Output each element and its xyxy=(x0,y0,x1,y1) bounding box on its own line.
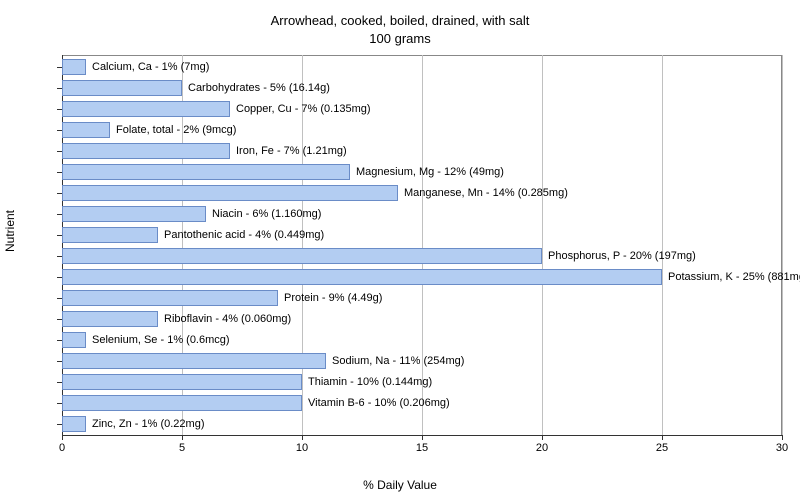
bar-label: Calcium, Ca - 1% (7mg) xyxy=(86,59,209,75)
bar xyxy=(62,80,182,96)
bar xyxy=(62,101,230,117)
grid-line xyxy=(542,55,543,435)
chart-title-area: Arrowhead, cooked, boiled, drained, with… xyxy=(0,0,800,48)
bar xyxy=(62,164,350,180)
chart-title-line2: 100 grams xyxy=(0,30,800,48)
bar-label: Niacin - 6% (1.160mg) xyxy=(206,206,321,222)
chart-container: Arrowhead, cooked, boiled, drained, with… xyxy=(0,0,800,500)
bar-label: Protein - 9% (4.49g) xyxy=(278,290,382,306)
bar-label: Vitamin B-6 - 10% (0.206mg) xyxy=(302,395,450,411)
bar-label: Thiamin - 10% (0.144mg) xyxy=(302,374,432,390)
bar xyxy=(62,143,230,159)
bar xyxy=(62,416,86,432)
bar xyxy=(62,353,326,369)
bar xyxy=(62,311,158,327)
chart-title-line1: Arrowhead, cooked, boiled, drained, with… xyxy=(0,12,800,30)
x-tick-label: 5 xyxy=(179,442,185,454)
bar xyxy=(62,122,110,138)
bar-label: Carbohydrates - 5% (16.14g) xyxy=(182,80,330,96)
bar-label: Copper, Cu - 7% (0.135mg) xyxy=(230,101,371,117)
grid-line xyxy=(782,55,783,435)
x-axis-label: % Daily Value xyxy=(363,478,437,492)
x-tick-mark xyxy=(542,435,543,440)
x-tick-mark xyxy=(662,435,663,440)
x-tick-label: 0 xyxy=(59,442,65,454)
x-tick-label: 10 xyxy=(296,442,308,454)
bar xyxy=(62,269,662,285)
bar xyxy=(62,185,398,201)
bar-label: Zinc, Zn - 1% (0.22mg) xyxy=(86,416,204,432)
x-tick-label: 25 xyxy=(656,442,668,454)
x-tick-mark xyxy=(302,435,303,440)
bar xyxy=(62,206,206,222)
bar xyxy=(62,374,302,390)
bar-label: Folate, total - 2% (9mcg) xyxy=(110,122,236,138)
bar xyxy=(62,332,86,348)
bar xyxy=(62,395,302,411)
bar-label: Pantothenic acid - 4% (0.449mg) xyxy=(158,227,324,243)
bar-label: Magnesium, Mg - 12% (49mg) xyxy=(350,164,504,180)
bar xyxy=(62,248,542,264)
y-axis-label: Nutrient xyxy=(3,210,17,252)
bar xyxy=(62,227,158,243)
bar-label: Manganese, Mn - 14% (0.285mg) xyxy=(398,185,568,201)
x-tick-mark xyxy=(422,435,423,440)
bar-label: Sodium, Na - 11% (254mg) xyxy=(326,353,464,369)
bar-label: Phosphorus, P - 20% (197mg) xyxy=(542,248,696,264)
grid-line xyxy=(662,55,663,435)
x-tick-mark xyxy=(782,435,783,440)
bar xyxy=(62,59,86,75)
bar xyxy=(62,290,278,306)
bar-label: Potassium, K - 25% (881mg) xyxy=(662,269,800,285)
bar-label: Selenium, Se - 1% (0.6mcg) xyxy=(86,332,230,348)
bar-label: Riboflavin - 4% (0.060mg) xyxy=(158,311,291,327)
bar-label: Iron, Fe - 7% (1.21mg) xyxy=(230,143,347,159)
x-tick-label: 30 xyxy=(776,442,788,454)
x-tick-label: 20 xyxy=(536,442,548,454)
x-tick-mark xyxy=(182,435,183,440)
x-tick-label: 15 xyxy=(416,442,428,454)
x-tick-mark xyxy=(62,435,63,440)
